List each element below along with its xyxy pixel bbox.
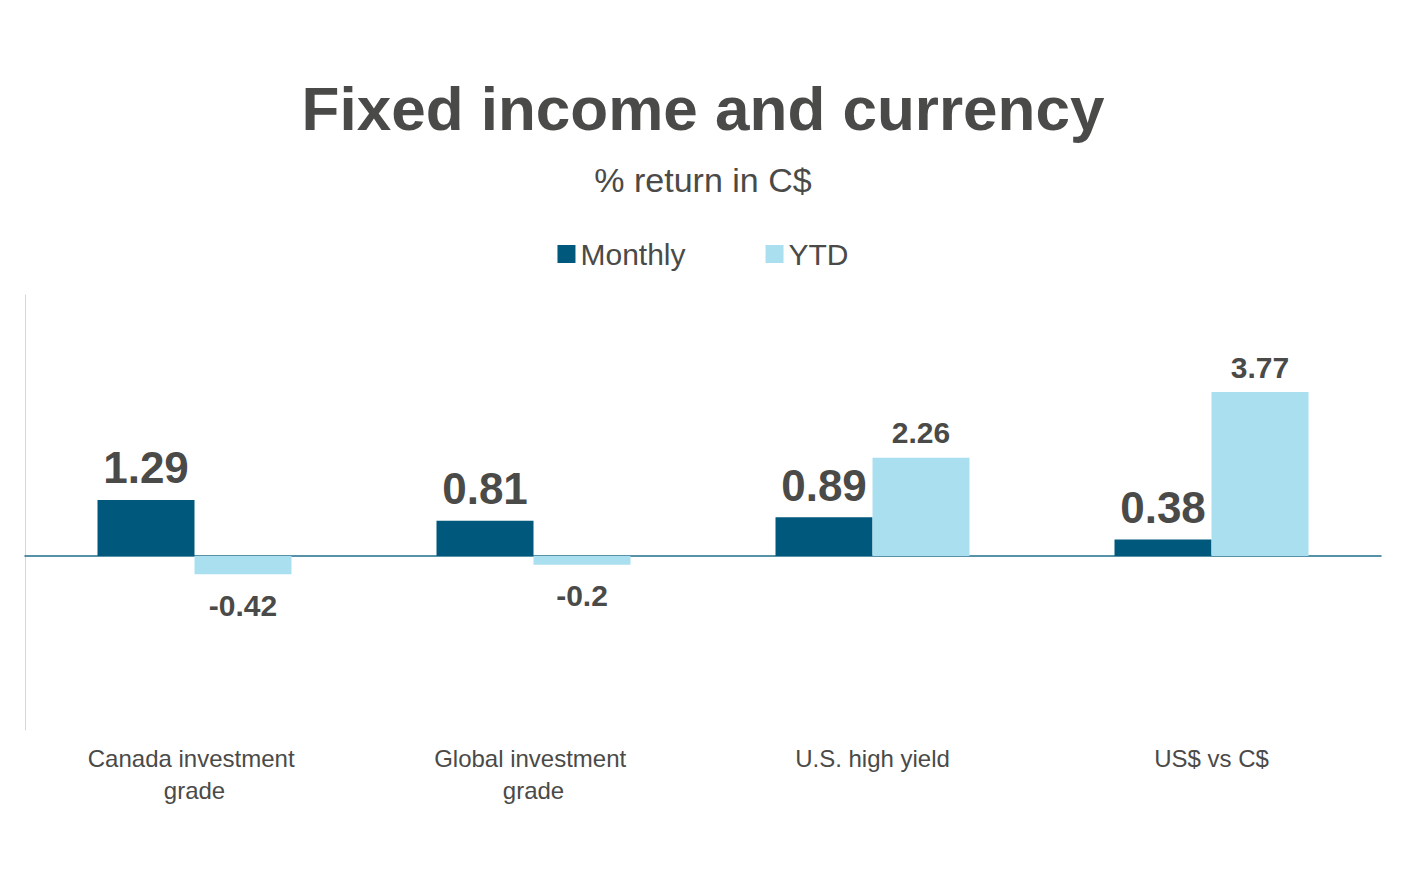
svg-text:0.81: 0.81 [442, 464, 528, 513]
svg-text:Global investment: Global investment [434, 745, 633, 772]
svg-text:0.38: 0.38 [1120, 483, 1206, 532]
svg-text:Fixed income and currency: Fixed income and currency [302, 74, 1105, 143]
svg-text:0.89: 0.89 [781, 461, 867, 510]
svg-text:Monthly: Monthly [580, 238, 685, 271]
svg-text:3.77: 3.77 [1231, 351, 1289, 384]
svg-text:Canada investment: Canada investment [88, 745, 301, 772]
svg-text:2.26: 2.26 [892, 416, 950, 449]
svg-text:grade: grade [164, 777, 225, 804]
svg-text:-0.2: -0.2 [556, 579, 608, 612]
svg-text:% return in C$: % return in C$ [594, 161, 811, 199]
svg-text:YTD: YTD [789, 238, 849, 271]
svg-text:grade: grade [503, 777, 564, 804]
svg-text:U.S. high yield: U.S. high yield [795, 745, 950, 772]
svg-text:1.29: 1.29 [103, 443, 189, 492]
svg-text:-0.42: -0.42 [209, 589, 277, 622]
svg-text:US$ vs C$: US$ vs C$ [1154, 745, 1269, 772]
